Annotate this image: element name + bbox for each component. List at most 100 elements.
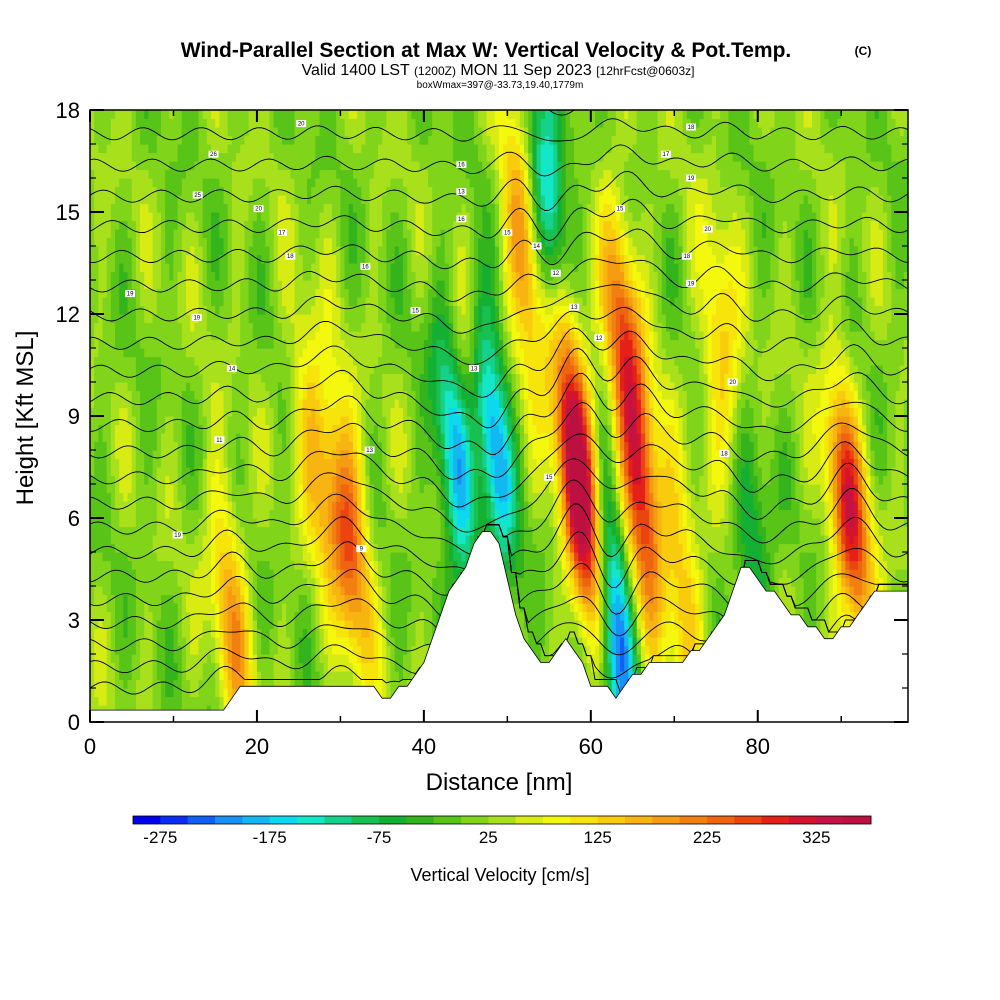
velocity-cell — [298, 339, 304, 349]
velocity-cell — [377, 586, 383, 596]
velocity-cell — [298, 492, 304, 502]
velocity-cell — [98, 594, 104, 604]
velocity-cell — [369, 509, 375, 519]
velocity-cell — [236, 654, 241, 664]
velocity-cell — [323, 144, 329, 154]
velocity-cell — [261, 518, 266, 528]
velocity-cell — [215, 543, 220, 553]
velocity-cell — [357, 475, 362, 485]
velocity-cell — [244, 356, 250, 366]
velocity-cell — [123, 654, 129, 664]
velocity-cell — [219, 195, 225, 205]
velocity-cell — [90, 594, 95, 604]
velocity-cell — [373, 297, 379, 307]
velocity-cell — [131, 127, 137, 137]
velocity-cell — [240, 552, 246, 562]
velocity-cell — [281, 356, 287, 366]
velocity-cell — [261, 399, 266, 409]
velocity-cell — [365, 382, 371, 392]
velocity-cell — [373, 127, 379, 137]
velocity-cell — [206, 433, 212, 443]
velocity-cell — [261, 288, 266, 298]
velocity-cell — [173, 212, 179, 222]
velocity-cell — [323, 237, 329, 247]
velocity-cell — [361, 569, 367, 579]
velocity-cell — [336, 348, 341, 358]
velocity-cell — [156, 654, 162, 664]
velocity-cell — [181, 169, 187, 179]
velocity-cell — [194, 161, 200, 171]
velocity-cell — [215, 492, 220, 502]
velocity-cell — [102, 118, 108, 128]
velocity-cell — [123, 161, 129, 171]
velocity-cell — [190, 169, 195, 179]
velocity-cell — [340, 492, 346, 502]
velocity-cell — [219, 424, 225, 434]
velocity-cell — [357, 569, 362, 579]
velocity-cell — [298, 322, 304, 332]
velocity-cell — [90, 229, 95, 239]
velocity-cell — [336, 178, 341, 188]
velocity-cell — [110, 297, 116, 307]
velocity-cell — [106, 467, 112, 477]
velocity-cell — [144, 152, 150, 162]
velocity-cell — [190, 186, 195, 196]
velocity-cell — [361, 518, 367, 528]
velocity-cell — [127, 195, 133, 205]
velocity-cell — [152, 118, 158, 128]
velocity-cell — [140, 271, 145, 281]
velocity-cell — [248, 322, 254, 332]
velocity-cell — [194, 288, 200, 298]
velocity-cell — [181, 263, 187, 273]
velocity-cell — [373, 509, 379, 519]
velocity-cell — [152, 586, 158, 596]
velocity-cell — [294, 475, 300, 485]
velocity-cell — [173, 407, 179, 417]
velocity-cell — [223, 424, 229, 434]
velocity-cell — [127, 212, 133, 222]
velocity-cell — [156, 169, 162, 179]
velocity-cell — [102, 280, 108, 290]
velocity-cell — [148, 501, 154, 511]
velocity-cell — [369, 475, 375, 485]
velocity-cell — [373, 679, 379, 689]
velocity-cell — [106, 492, 112, 502]
velocity-cell — [290, 543, 296, 553]
velocity-cell — [148, 220, 154, 230]
velocity-cell — [202, 662, 208, 672]
velocity-cell — [115, 416, 120, 426]
velocity-cell — [198, 305, 204, 315]
velocity-cell — [152, 526, 158, 536]
velocity-cell — [144, 671, 150, 681]
velocity-cell — [315, 169, 321, 179]
velocity-cell — [215, 560, 220, 570]
velocity-cell — [185, 339, 191, 349]
velocity-cell — [119, 705, 124, 715]
velocity-cell — [290, 518, 296, 528]
velocity-cell — [135, 654, 141, 664]
velocity-cell — [202, 535, 208, 545]
velocity-cell — [369, 543, 375, 553]
velocity-cell — [140, 552, 145, 562]
velocity-cell — [340, 577, 346, 587]
velocity-cell — [160, 475, 166, 485]
velocity-cell — [315, 509, 321, 519]
velocity-cell — [361, 654, 367, 664]
velocity-cell — [319, 178, 325, 188]
velocity-cell — [160, 110, 166, 120]
velocity-cell — [156, 628, 162, 638]
velocity-cell — [336, 679, 341, 689]
velocity-cell — [227, 620, 233, 630]
velocity-cell — [202, 271, 208, 281]
velocity-cell — [327, 365, 333, 375]
velocity-cell — [307, 203, 312, 213]
velocity-cell — [311, 271, 316, 281]
velocity-cell — [115, 203, 120, 213]
velocity-cell — [332, 169, 337, 179]
velocity-cell — [152, 611, 158, 621]
velocity-cell — [177, 195, 183, 205]
velocity-cell — [223, 280, 229, 290]
velocity-cell — [135, 611, 141, 621]
velocity-cell — [332, 586, 337, 596]
velocity-cell — [185, 314, 191, 324]
